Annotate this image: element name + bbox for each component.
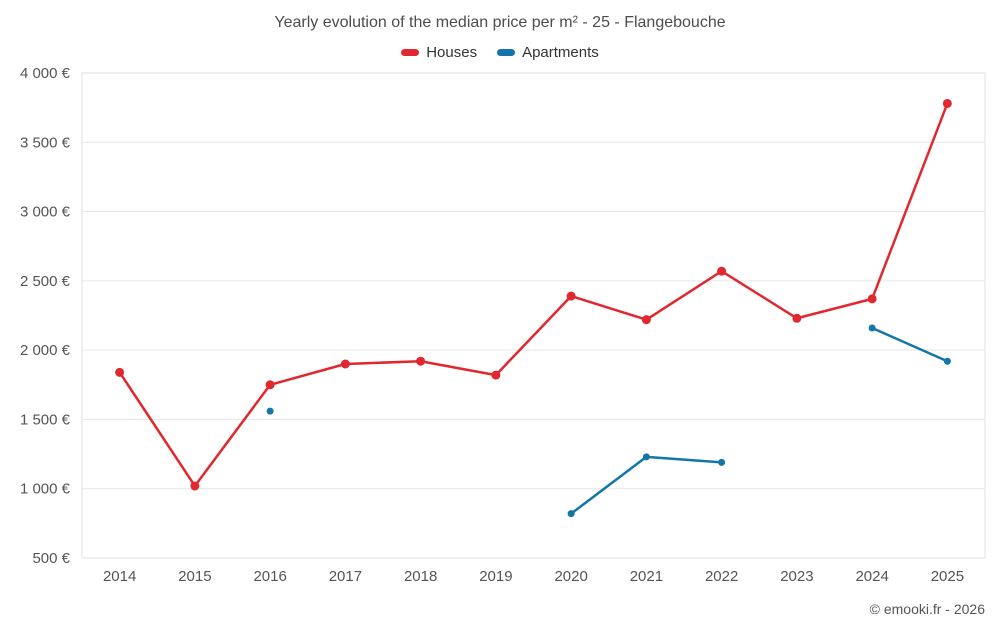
- data-point-houses-2016[interactable]: [265, 380, 275, 390]
- y-tick-label: 500 €: [32, 550, 70, 567]
- y-tick-label: 2 500 €: [20, 273, 71, 290]
- apartments-legend-swatch-icon: [497, 49, 516, 56]
- x-tick-label: 2021: [630, 568, 663, 585]
- x-tick-label: 2017: [329, 568, 362, 585]
- data-point-houses-2019[interactable]: [491, 370, 501, 380]
- data-point-houses-2018[interactable]: [416, 356, 426, 366]
- x-tick-label: 2025: [931, 568, 964, 585]
- data-point-houses-2023[interactable]: [792, 313, 802, 323]
- legend-label-apartments: Apartments: [522, 44, 599, 61]
- data-point-houses-2024[interactable]: [867, 294, 877, 304]
- data-point-apartments-2024[interactable]: [868, 324, 876, 332]
- x-tick-label: 2023: [780, 568, 813, 585]
- y-tick-label: 3 000 €: [20, 204, 71, 221]
- x-tick-label: 2016: [253, 568, 286, 585]
- legend-label-houses: Houses: [426, 44, 478, 61]
- x-tick-label: 2019: [479, 568, 512, 585]
- data-point-houses-2015[interactable]: [190, 481, 200, 491]
- data-point-houses-2014[interactable]: [115, 367, 125, 377]
- data-point-houses-2022[interactable]: [717, 266, 727, 276]
- data-point-houses-2017[interactable]: [340, 359, 350, 369]
- y-tick-label: 2 000 €: [20, 342, 71, 359]
- data-point-houses-2020[interactable]: [566, 291, 576, 301]
- plot-border: [81, 72, 986, 559]
- y-tick-label: 1 500 €: [20, 411, 71, 428]
- x-tick-label: 2018: [404, 568, 437, 585]
- data-point-houses-2025[interactable]: [942, 98, 952, 108]
- legend-item-houses[interactable]: Houses: [401, 44, 477, 61]
- data-point-apartments-2022[interactable]: [718, 458, 726, 466]
- x-tick-label: 2024: [855, 568, 888, 585]
- data-point-apartments-2025[interactable]: [943, 357, 951, 365]
- data-point-apartments-2016[interactable]: [266, 407, 274, 415]
- legend: Houses Apartments: [0, 44, 1000, 61]
- houses-legend-swatch-icon: [401, 49, 420, 56]
- y-tick-label: 3 500 €: [20, 134, 71, 151]
- data-point-houses-2021[interactable]: [641, 315, 651, 325]
- data-point-apartments-2021[interactable]: [642, 453, 650, 461]
- y-tick-label: 4 000 €: [20, 65, 71, 82]
- legend-item-apartments[interactable]: Apartments: [497, 44, 599, 61]
- x-tick-label: 2015: [178, 568, 211, 585]
- x-tick-label: 2022: [705, 568, 738, 585]
- x-tick-label: 2014: [103, 568, 136, 585]
- chart-title: Yearly evolution of the median price per…: [274, 14, 726, 31]
- series-line-apartments: [870, 326, 949, 363]
- data-point-apartments-2020[interactable]: [567, 510, 575, 518]
- footer-credit: © emooki.fr - 2026: [869, 601, 985, 617]
- y-tick-label: 1 000 €: [20, 481, 71, 498]
- x-tick-label: 2020: [554, 568, 587, 585]
- series-line-apartments: [569, 455, 723, 515]
- series-line-houses: [118, 102, 949, 488]
